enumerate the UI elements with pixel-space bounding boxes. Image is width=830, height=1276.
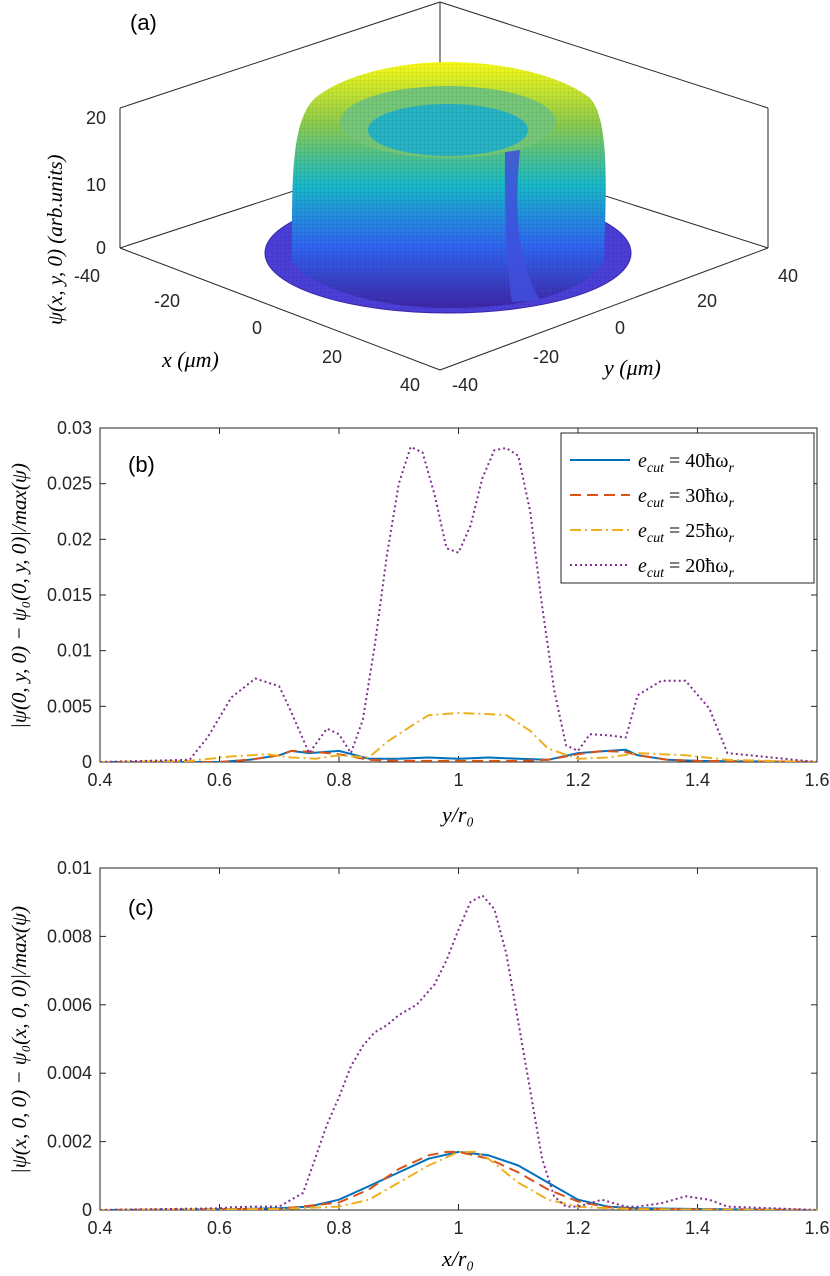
x-tick: 40 [400, 375, 420, 395]
x-axis-ticks: -40 -20 0 20 40 [74, 266, 420, 395]
legend-entry-2: ecut = 25ħωr [638, 520, 734, 546]
x-axis-label: y/r₀ [440, 802, 474, 827]
x-tick-label: 0.8 [326, 1218, 351, 1238]
y-tick: -20 [533, 347, 559, 367]
y-tick: 20 [697, 291, 717, 311]
x-tick: -40 [74, 266, 100, 286]
y-tick-label: 0.004 [47, 1063, 92, 1083]
legend-var: e [638, 520, 647, 542]
y-axis-ticks: -40 -20 0 20 40 [452, 266, 798, 395]
y-tick-label: 0.015 [47, 585, 92, 605]
legend-value: = 30ħω [664, 485, 728, 507]
z-axis-label: ψ(x, y, 0) (arb.units) [43, 154, 67, 325]
panel-label-a: (a) [130, 10, 157, 35]
y-tick-label: 0.01 [57, 641, 92, 661]
panel-a-surface-plot: 0 10 20 -40 -20 0 20 40 -40 -20 0 20 40 … [43, 1, 798, 395]
x-tick-label: 1 [453, 770, 463, 790]
x-axis-ticks: 0.4 0.6 0.8 1 1.2 1.4 1.6 [87, 428, 830, 790]
z-tick: 10 [86, 175, 106, 195]
z-axis-ticks: 0 10 20 [86, 108, 106, 258]
y-tick: 40 [778, 266, 798, 286]
panel-label-b: (b) [128, 452, 155, 477]
legend-entry-1: ecut = 30ħωr [638, 485, 734, 511]
legend-sub: cut [647, 566, 665, 581]
legend-sub: r [728, 496, 734, 511]
series-lines [100, 894, 817, 1210]
legend-value: = 40ħω [664, 450, 728, 472]
x-tick-label: 1.4 [685, 1218, 710, 1238]
y-axis-label: y (μm) [602, 355, 661, 380]
legend-value: = 25ħω [664, 520, 728, 542]
y-tick-label: 0.006 [47, 995, 92, 1015]
series-line-1 [100, 749, 817, 762]
x-tick-label: 1.6 [804, 770, 829, 790]
y-tick: -40 [452, 375, 478, 395]
y-axis-label: |ψ(x, 0, 0) − ψ₀(x, 0, 0)|/max(ψ) [7, 906, 31, 1174]
x-tick: 0 [252, 318, 262, 338]
x-tick-label: 1.4 [685, 770, 710, 790]
x-tick-label: 0.4 [87, 770, 112, 790]
x-tick: -20 [154, 291, 180, 311]
y-tick-label: 0.005 [47, 696, 92, 716]
y-axis-label: |ψ(0, y, 0) − ψ₀(0, y, 0)|/max(ψ) [7, 463, 31, 729]
panel-b-line-plot: 0 0.005 0.01 0.015 0.02 0.025 0.03 0.4 0.6 0.8 1 1… [7, 418, 830, 827]
legend-sub: r [728, 566, 734, 581]
series-line-2 [100, 1150, 817, 1210]
z-tick: 0 [96, 238, 106, 258]
y-tick-label: 0 [82, 752, 92, 772]
x-tick-label: 1.2 [565, 1218, 590, 1238]
z-tick: 20 [86, 108, 106, 128]
series-line-2 [100, 712, 817, 762]
x-axis-label: x (μm) [161, 347, 219, 372]
x-axis-label: x/r₀ [441, 1246, 474, 1271]
x-tick-label: 1.6 [804, 1218, 829, 1238]
x-axis-ticks: 0.4 0.6 0.8 1 1.2 1.4 1.6 [87, 868, 830, 1238]
x-tick-label: 0.8 [326, 770, 351, 790]
legend-var: e [638, 450, 647, 472]
legend-var: e [638, 555, 647, 577]
x-tick-label: 0.6 [207, 1218, 232, 1238]
y-tick: 0 [615, 318, 625, 338]
series-lines [100, 445, 817, 762]
panel-c-line-plot: 0 0.002 0.004 0.006 0.008 0.01 0.4 0.6 0.8 1 1.2 1… [7, 858, 830, 1271]
x-tick-label: 0.6 [207, 770, 232, 790]
series-line-0 [100, 1150, 817, 1210]
x-tick-label: 0.4 [87, 1218, 112, 1238]
y-tick-label: 0 [82, 1200, 92, 1220]
y-axis-ticks: 0 0.002 0.004 0.006 0.008 0.01 [47, 858, 817, 1220]
legend-sub: r [728, 461, 734, 476]
x-tick: 20 [322, 347, 342, 367]
legend-sub: r [728, 531, 734, 546]
legend-var: e [638, 485, 647, 507]
legend-entry-0: ecut = 40ħωr [638, 450, 734, 476]
y-tick-label: 0.025 [47, 474, 92, 494]
legend-entry-3: ecut = 20ħωr [638, 555, 734, 581]
y-axis-ticks: 0 0.005 0.01 0.015 0.02 0.025 0.03 [47, 418, 817, 772]
x-tick-label: 1.2 [565, 770, 590, 790]
y-tick-label: 0.03 [57, 418, 92, 438]
panel-label-c: (c) [128, 895, 154, 920]
legend-value: = 20ħω [664, 555, 728, 577]
x-tick-label: 1 [453, 1218, 463, 1238]
y-tick-label: 0.01 [57, 858, 92, 878]
y-tick-label: 0.008 [47, 926, 92, 946]
y-tick-label: 0.02 [57, 529, 92, 549]
y-tick-label: 0.002 [47, 1132, 92, 1152]
axes-box [99, 867, 818, 1211]
legend-sub: cut [647, 496, 665, 511]
legend-sub: cut [647, 531, 665, 546]
legend-sub: cut [647, 461, 665, 476]
